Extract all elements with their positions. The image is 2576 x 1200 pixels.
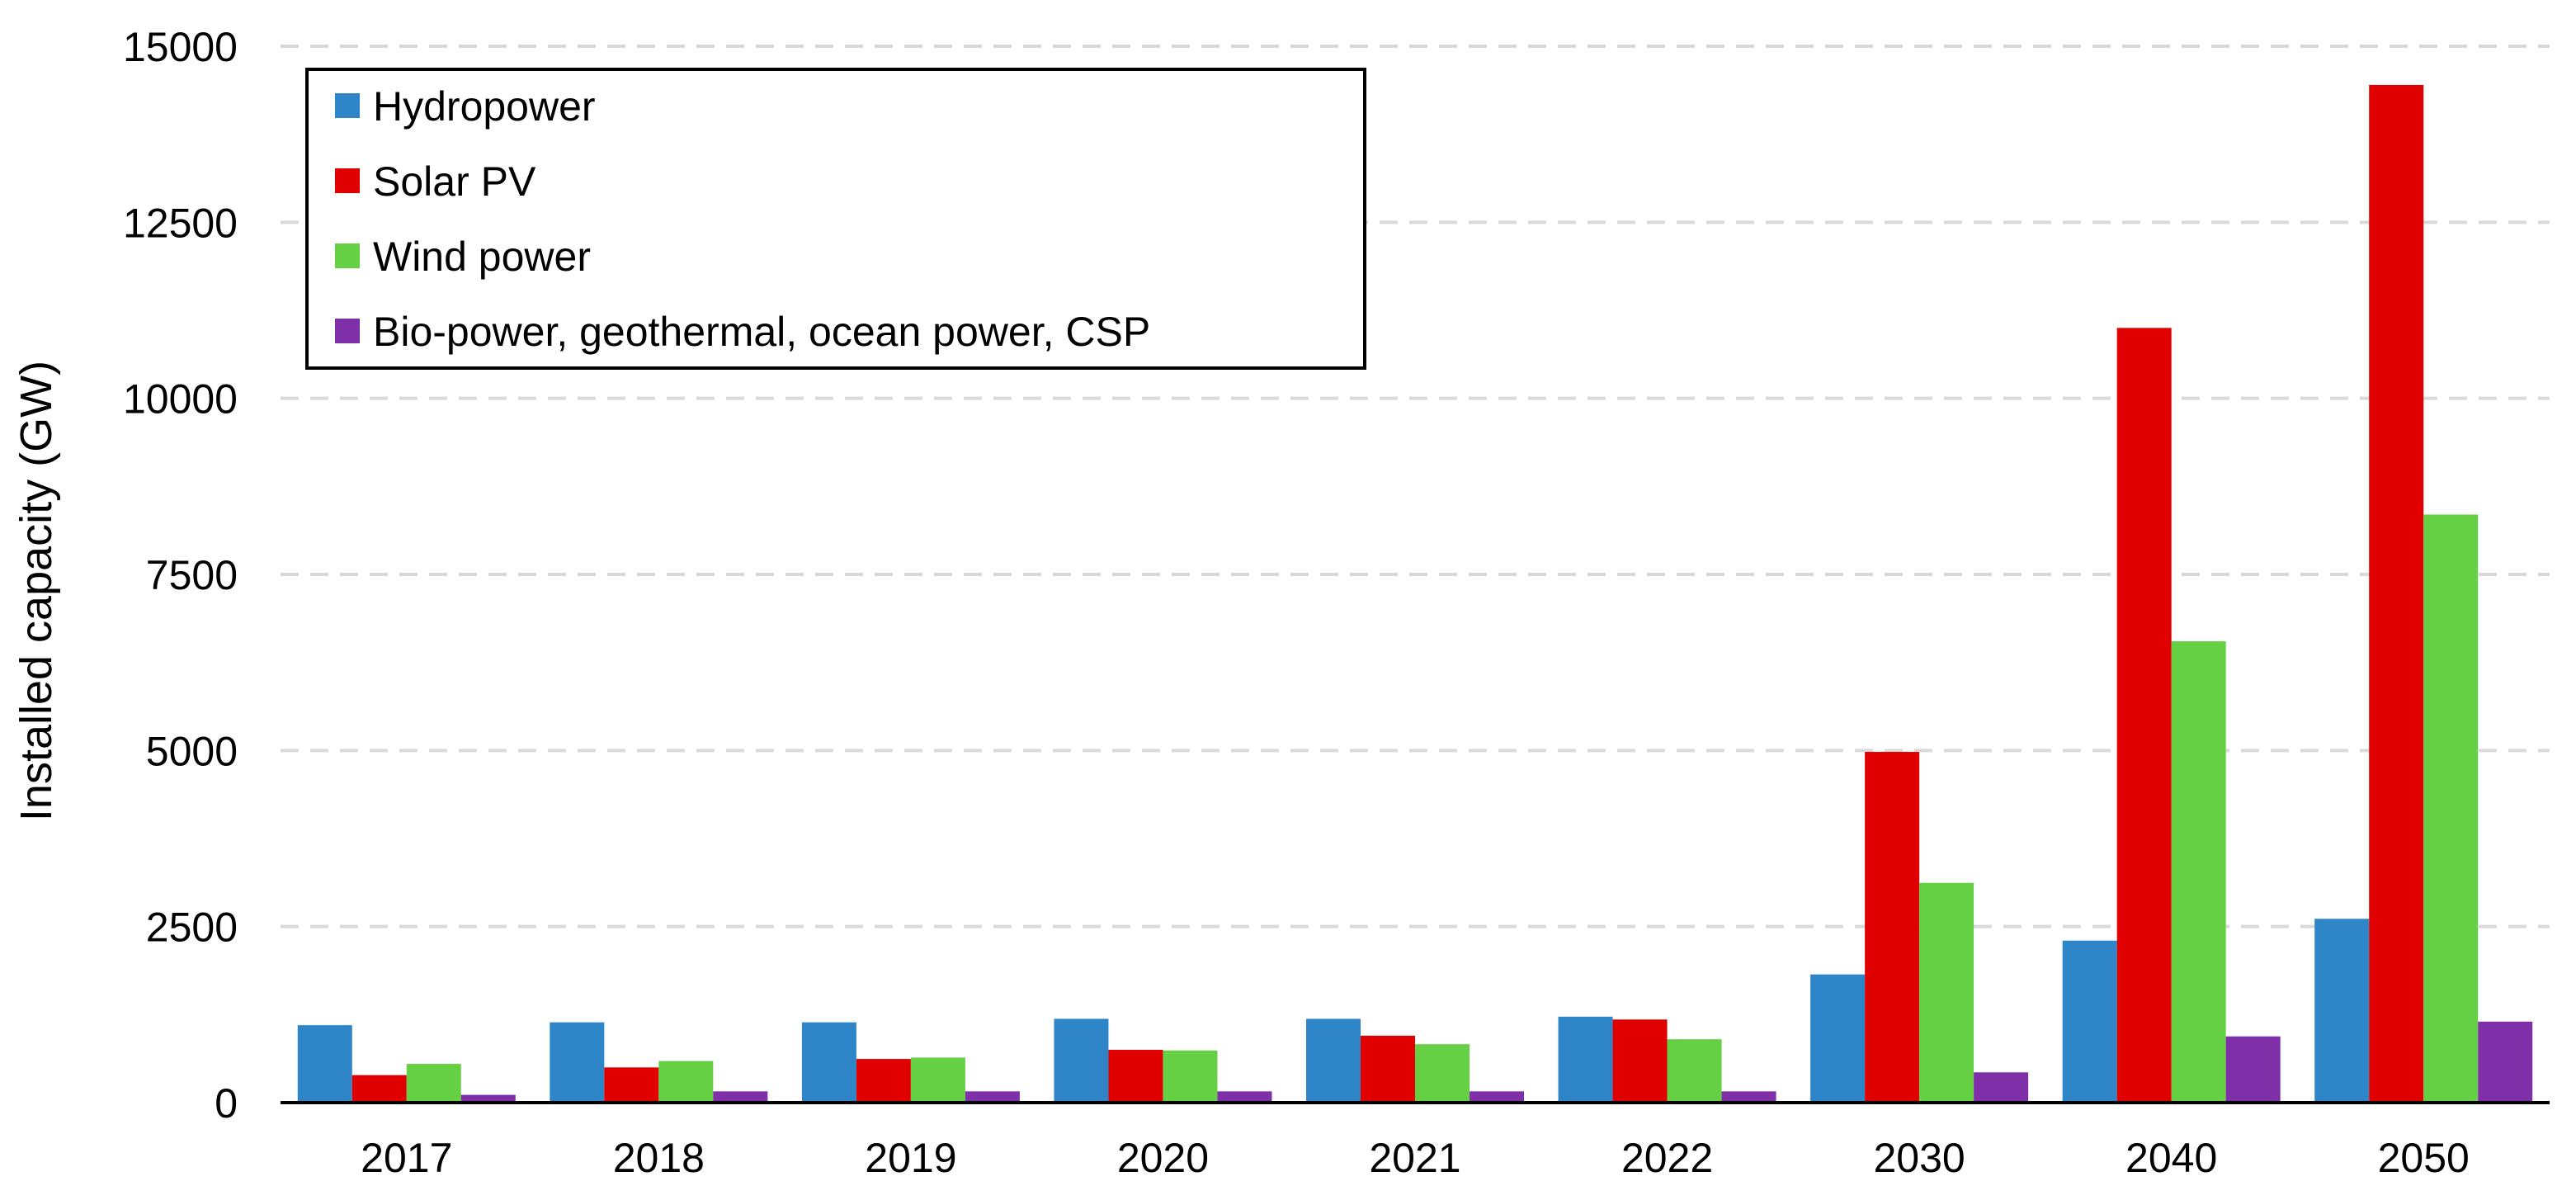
gridlines — [281, 45, 2550, 928]
bar-wind-2017 — [406, 1064, 461, 1103]
bar-solar-2020 — [1108, 1050, 1163, 1103]
legend-swatch — [335, 243, 360, 268]
bar-bio-power-2021 — [1470, 1091, 1524, 1103]
y-axis-title: Installed capacity (GW) — [12, 361, 61, 821]
y-tick-label: 2500 — [146, 905, 238, 951]
legend-box — [305, 68, 1366, 370]
bar-bio-power-2030 — [1974, 1072, 2029, 1103]
y-tick-label: 15000 — [123, 24, 238, 70]
bar-hydropower-2040 — [2062, 940, 2117, 1103]
y-tick-label: 7500 — [146, 552, 238, 598]
x-tick-label: 2021 — [1369, 1135, 1460, 1181]
bar-bio-power-2018 — [713, 1091, 768, 1103]
bar-hydropower-2030 — [1810, 974, 1866, 1103]
x-tick-label: 2017 — [361, 1135, 452, 1181]
x-tick-label: 2019 — [865, 1135, 956, 1181]
x-tick-label: 2050 — [2378, 1135, 2470, 1181]
y-tick-label: 5000 — [146, 728, 238, 774]
x-tick-label: 2030 — [1873, 1135, 1965, 1181]
y-tick-labels: 0 2500 5000 7500 10000 12500 15000 — [123, 24, 238, 1127]
bar-hydropower-2017 — [297, 1025, 352, 1103]
bar-solar-2050 — [2369, 84, 2424, 1103]
legend-swatch — [335, 319, 360, 343]
bar-solar-2019 — [856, 1059, 911, 1103]
y-tick-label: 12500 — [123, 200, 238, 246]
legend-swatch — [335, 93, 360, 118]
bar-hydropower-2021 — [1306, 1018, 1361, 1103]
legend-label: Wind power — [373, 234, 591, 280]
bar-bio-power-2022 — [1721, 1091, 1776, 1103]
legend: Hydropower Solar PV Wind power Bio-power, g… — [305, 68, 1366, 370]
bar-wind-2022 — [1667, 1039, 1722, 1103]
bar-hydropower-2019 — [801, 1022, 856, 1103]
x-tick-label: 2020 — [1117, 1135, 1209, 1181]
x-tick-label: 2018 — [613, 1135, 705, 1181]
y-tick-label: 10000 — [123, 376, 238, 423]
bar-solar-2017 — [351, 1075, 407, 1103]
y-tick-label: 0 — [215, 1080, 238, 1127]
bar-solar-2021 — [1361, 1035, 1415, 1103]
bar-bio-power-2050 — [2478, 1021, 2533, 1103]
legend-label: Hydropower — [373, 83, 596, 130]
bar-wind-2021 — [1415, 1044, 1470, 1103]
bar-wind-2020 — [1163, 1050, 1218, 1103]
bar-wind-2030 — [1919, 882, 1974, 1103]
x-tick-label: 2040 — [2125, 1135, 2217, 1181]
bar-bio-power-2019 — [965, 1091, 1020, 1103]
bar-wind-2050 — [2423, 514, 2479, 1103]
x-tick-label: 2022 — [1621, 1135, 1713, 1181]
bar-wind-2019 — [910, 1057, 965, 1103]
bar-bio-power-2020 — [1217, 1091, 1272, 1103]
bar-hydropower-2018 — [550, 1022, 605, 1103]
bar-bio-power-2017 — [460, 1094, 516, 1103]
legend-label: Solar PV — [373, 158, 536, 205]
bar-solar-2040 — [2116, 328, 2172, 1103]
bar-hydropower-2050 — [2314, 919, 2370, 1103]
bar-wind-2018 — [658, 1061, 714, 1103]
bar-solar-2018 — [604, 1067, 659, 1103]
x-tick-labels: 2017 2018 2019 2020 2021 2022 2030 2040 2050 — [361, 1135, 2470, 1181]
bar-hydropower-2022 — [1558, 1016, 1613, 1103]
bar-bio-power-2040 — [2225, 1036, 2281, 1103]
bars — [297, 84, 2533, 1103]
bar-wind-2040 — [2171, 641, 2226, 1103]
bar-hydropower-2020 — [1054, 1018, 1109, 1103]
legend-swatch — [335, 168, 360, 193]
bar-solar-2022 — [1612, 1019, 1668, 1103]
bar-solar-2030 — [1865, 752, 1920, 1103]
legend-label: Bio-power, geothermal, ocean power, CSP — [373, 309, 1150, 355]
